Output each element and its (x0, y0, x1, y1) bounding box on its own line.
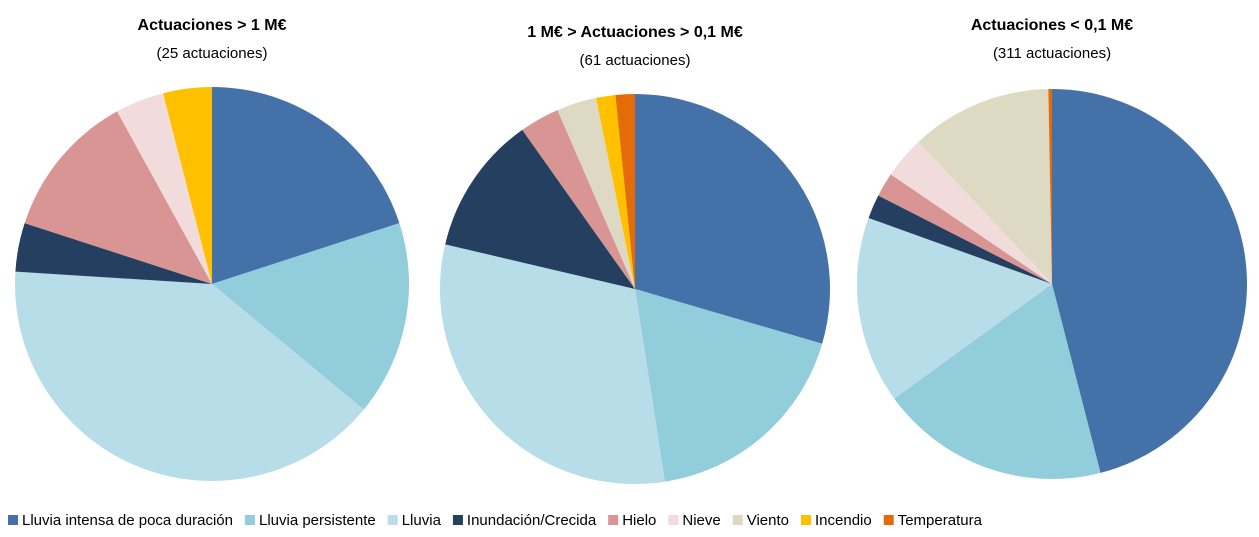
pie-slice (596, 94, 635, 290)
legend-swatch (883, 515, 894, 525)
pie-slice (163, 87, 212, 284)
legend-swatch (732, 515, 743, 525)
pie-slice (857, 217, 1052, 399)
legend-label: Lluvia intensa de poca duración (22, 512, 233, 529)
pie-slice (635, 289, 823, 482)
pie-slice (1052, 89, 1248, 473)
legend-label: Lluvia (402, 512, 442, 529)
legend-label: Temperatura (898, 512, 983, 529)
pie-slice (894, 284, 1101, 479)
pie-slice (440, 244, 665, 484)
pie-slice (1048, 89, 1052, 284)
legend-swatch (801, 515, 811, 525)
legend-label: Inundación/Crecida (467, 512, 597, 529)
pie-slice (615, 94, 635, 289)
pie-slice (557, 97, 635, 290)
legend-label: Nieve (682, 512, 720, 529)
legend-swatch (608, 515, 619, 525)
legend-swatch (452, 515, 463, 525)
pie-slice (212, 87, 400, 284)
chart-subtitle: (25 actuaciones) (157, 45, 268, 62)
pie-slice (635, 94, 830, 344)
pie-slice (890, 141, 1052, 284)
pie-slice (15, 223, 213, 284)
pie-slice (15, 271, 364, 481)
legend-swatch (387, 515, 398, 525)
pie-slice (878, 174, 1052, 284)
pie-slice (117, 93, 212, 284)
chart-title: 1 M€ > Actuaciones > 0,1 M€ (527, 24, 743, 41)
pie-slice (918, 89, 1052, 285)
legend-label: Lluvia persistente (259, 512, 376, 529)
chart-subtitle: (61 actuaciones) (580, 52, 691, 69)
pie-slice (24, 111, 213, 284)
legend-swatch (8, 515, 18, 525)
chart-title: Actuaciones > 1 M€ (138, 17, 287, 34)
pie-slice (868, 195, 1052, 284)
legend-swatch (244, 515, 255, 525)
pie-slice (445, 129, 635, 289)
legend-swatch (668, 515, 679, 525)
pie-slice (522, 110, 635, 290)
chart-subtitle: (311 actuaciones) (993, 45, 1111, 62)
legend-label: Incendio (815, 512, 872, 529)
pie-slice (212, 223, 409, 410)
legend-label: Viento (747, 512, 789, 529)
chart-title: Actuaciones < 0,1 M€ (971, 17, 1133, 34)
legend-label: Hielo (622, 512, 656, 529)
